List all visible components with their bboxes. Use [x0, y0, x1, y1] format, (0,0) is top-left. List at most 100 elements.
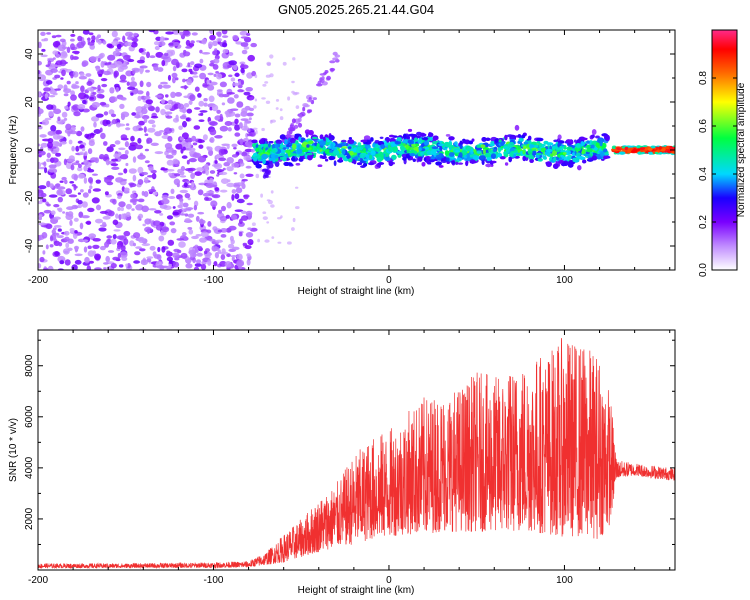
heatmap-cell	[356, 162, 363, 166]
heatmap-cell	[38, 91, 41, 98]
heatmap-cell	[143, 191, 149, 198]
heatmap-cell	[325, 158, 329, 162]
heatmap-cell	[612, 149, 619, 152]
heatmap-cell	[540, 147, 547, 151]
heatmap-cell	[500, 141, 505, 147]
heatmap-cell	[72, 232, 78, 239]
heatmap-cell	[328, 155, 336, 160]
heatmap-cell	[324, 70, 329, 74]
heatmap-cell	[184, 168, 193, 172]
heatmap-cell	[123, 54, 131, 61]
heatmap-cell	[118, 147, 126, 151]
heatmap-cell	[481, 159, 485, 166]
heatmap-cell	[77, 192, 81, 195]
heatmap-cell	[38, 108, 44, 115]
heatmap-cell	[170, 228, 177, 234]
heatmap-cell	[405, 144, 409, 150]
heatmap-cell	[117, 172, 124, 176]
heatmap-cell	[321, 155, 327, 159]
heatmap-cell	[149, 245, 156, 251]
heatmap-cell	[225, 111, 230, 118]
heatmap-cell	[374, 143, 379, 149]
heatmap-cell	[105, 119, 111, 125]
heatmap-cell	[213, 246, 220, 251]
heatmap-cell	[73, 111, 81, 117]
heatmap-cell	[111, 158, 119, 162]
heatmap-cell	[60, 77, 64, 80]
heatmap-cell	[410, 156, 414, 161]
heatmap-cell	[52, 92, 58, 96]
heatmap-cell	[245, 39, 251, 43]
heatmap-cell	[120, 213, 126, 220]
heatmap-cell	[206, 146, 213, 152]
heatmap-cell	[138, 120, 145, 126]
heatmap-cell	[77, 104, 86, 110]
heatmap-cell	[231, 143, 238, 148]
heatmap-cell	[159, 130, 165, 133]
heatmap-cell	[114, 61, 123, 68]
heatmap-cell	[250, 42, 257, 48]
heatmap-cell	[77, 173, 85, 179]
heatmap-cell	[431, 137, 439, 141]
heatmap-cell	[59, 260, 65, 265]
heatmap-cell	[161, 246, 166, 253]
heatmap-cell	[248, 107, 255, 112]
heatmap-cell	[386, 137, 390, 143]
heatmap-cell	[497, 153, 503, 158]
heatmap-cell	[306, 144, 310, 148]
heatmap-cell	[188, 100, 193, 105]
heatmap-cell	[255, 147, 260, 153]
heatmap-cell	[328, 135, 335, 141]
heatmap-cell	[55, 152, 62, 157]
y-tick-label: -20	[24, 190, 35, 205]
heatmap-cell	[214, 160, 218, 164]
heatmap-cell	[384, 157, 391, 162]
heatmap-cell	[214, 54, 220, 60]
heatmap-cell	[231, 194, 235, 201]
heatmap-cell	[282, 147, 287, 150]
heatmap-cell	[51, 35, 57, 39]
heatmap-cell	[120, 154, 129, 160]
heatmap-cell	[62, 248, 70, 255]
heatmap-cell	[94, 253, 101, 261]
heatmap-cell	[179, 115, 187, 120]
heatmap-cell	[164, 104, 173, 110]
heatmap-cell	[576, 155, 584, 159]
heatmap-cell	[226, 201, 232, 209]
heatmap-cell	[63, 158, 67, 166]
heatmap-cell	[38, 60, 42, 66]
heatmap-cell	[130, 135, 135, 142]
heatmap-cell	[218, 171, 228, 176]
heatmap-cell	[562, 152, 567, 155]
heatmap-cell	[284, 153, 289, 157]
heatmap-cell	[219, 125, 229, 132]
heatmap-cell	[457, 157, 462, 161]
heatmap-cell	[227, 97, 235, 104]
heatmap-cell	[155, 94, 162, 98]
heatmap-cell	[294, 134, 299, 139]
heatmap-cell	[216, 169, 224, 173]
heatmap-cell	[87, 42, 95, 46]
heatmap-cell	[124, 141, 129, 148]
heatmap-cell	[117, 206, 121, 212]
heatmap-cell	[69, 130, 78, 135]
heatmap-cell	[165, 146, 174, 153]
heatmap-cell	[84, 151, 88, 157]
heatmap-cell	[341, 139, 347, 143]
heatmap-cell	[191, 32, 198, 36]
heatmap-cell	[73, 245, 80, 250]
snr-series-line	[38, 338, 675, 570]
heatmap-cell	[102, 40, 107, 45]
heatmap-cell	[264, 239, 270, 243]
heatmap-cell	[172, 65, 177, 72]
heatmap-cell	[455, 161, 459, 165]
heatmap-cell	[182, 232, 187, 236]
heatmap-cell	[298, 136, 302, 142]
heatmap-cell	[54, 88, 61, 91]
heatmap-cell	[148, 30, 155, 33]
heatmap-cell	[98, 73, 103, 77]
heatmap-cell	[43, 161, 47, 168]
heatmap-cell	[198, 100, 205, 107]
heatmap-cell	[166, 250, 171, 254]
heatmap-cell	[82, 192, 89, 198]
